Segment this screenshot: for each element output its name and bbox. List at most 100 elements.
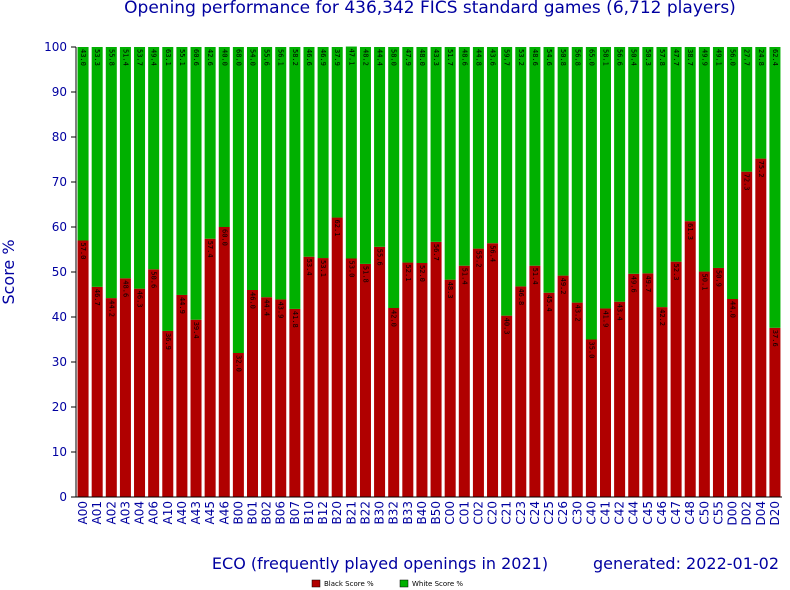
bar-segment [599,47,612,309]
bar-segment [374,47,386,247]
bar-segment [755,47,767,159]
value-label: 32.0 [234,355,242,372]
value-label: 65.0 [587,49,595,66]
value-label: 49.7 [644,275,652,292]
bar-segment [232,353,244,497]
value-label: 43.3 [432,49,440,66]
x-tick-label: A10 [161,501,175,524]
bar-segment [261,47,273,298]
value-label: 35.0 [587,342,595,359]
bar-segment [218,227,230,497]
value-label: 60.6 [192,49,200,66]
value-label: 63.1 [164,49,172,66]
x-tick-label: C55 [711,501,725,525]
x-tick-label: A02 [104,501,118,524]
x-tick-label: B00 [231,501,245,525]
value-label: 40.3 [503,318,511,335]
bar-segment [472,248,484,497]
value-label: 58.1 [602,49,610,66]
value-label: 55.8 [107,49,115,66]
x-tick-label: B12 [316,501,330,525]
y-tick-label: 90 [52,85,67,99]
x-tick-label: C46 [655,501,669,525]
bar-segment [416,263,428,497]
x-tick-label: C26 [556,501,570,525]
x-tick-label: A00 [76,501,90,524]
bar-segment [359,47,371,264]
bar-segment [599,308,612,497]
x-tick-label: B22 [358,501,372,525]
value-label: 72.3 [743,174,751,191]
value-label: 46.0 [249,292,257,309]
bar-segment [430,241,442,497]
x-tick-label: C48 [683,501,697,525]
value-label: 43.9 [277,301,285,318]
bar-segment [571,302,583,497]
value-label: 57.8 [658,49,666,66]
value-label: 46.7 [93,289,101,306]
bar-segment [515,47,527,287]
bar-segment [275,299,287,497]
bar-segment [458,265,470,497]
x-tick-label: C41 [599,501,613,525]
y-tick-label: 0 [59,490,67,504]
value-label: 50.9 [714,270,722,287]
bar-segment [741,47,753,172]
bar-segment [261,297,273,497]
x-tick-label: C21 [500,501,514,525]
value-label: 44.0 [729,301,737,318]
bar-segment [712,47,724,268]
bar-segment [670,47,682,262]
x-tick-label: B07 [288,501,302,525]
x-tick-label: A45 [203,501,217,524]
bar-segment [543,47,555,293]
bar-segment [769,47,781,328]
value-label: 56.1 [277,49,285,66]
bar-segment [416,47,428,263]
bar-segment [119,47,131,279]
value-label: 53.4 [305,259,313,276]
value-label: 53.0 [347,261,355,278]
bar-segment [727,299,739,497]
x-tick-label: A43 [189,501,203,524]
value-label: 53.2 [517,49,525,66]
bar-segment [585,47,597,340]
value-label: 56.0 [729,49,737,66]
bar-segment [134,47,146,289]
value-label: 52.1 [404,265,412,282]
bar-segment [331,47,343,218]
y-tick-label: 100 [44,40,67,54]
value-label: 49.2 [559,278,567,295]
bar-segment [317,47,329,259]
value-label: 44.2 [107,300,115,317]
y-tick-label: 50 [52,265,67,279]
y-tick-label: 60 [52,220,67,234]
x-tick-label: C50 [697,501,711,525]
value-label: 54.6 [545,49,553,66]
value-label: 60.0 [220,229,228,246]
value-label: 49.9 [700,49,708,66]
bar-segment [190,47,202,320]
bar-segment [289,308,301,497]
value-label: 51.7 [446,49,454,66]
value-label: 46.3 [136,291,144,308]
x-axis-label: ECO (frequently played openings in 2021) [212,554,548,573]
value-label: 40.0 [220,49,228,66]
bar-segment [218,47,230,227]
value-label: 53.3 [93,49,101,66]
x-tick-label: B06 [274,501,288,525]
bar-segment [487,243,499,497]
x-tick-label: C23 [514,501,528,525]
bar-segment [670,261,682,497]
bar-segment [331,217,343,498]
bar-segment [458,47,470,266]
value-label: 55.1 [178,49,186,66]
value-label: 58.0 [390,49,398,66]
value-label: 43.2 [573,305,581,322]
x-tick-label: A06 [147,501,161,524]
bar-segment [529,265,541,497]
bar-segment [105,47,117,299]
bar-segment [77,240,89,497]
x-tick-label: C25 [542,501,556,525]
